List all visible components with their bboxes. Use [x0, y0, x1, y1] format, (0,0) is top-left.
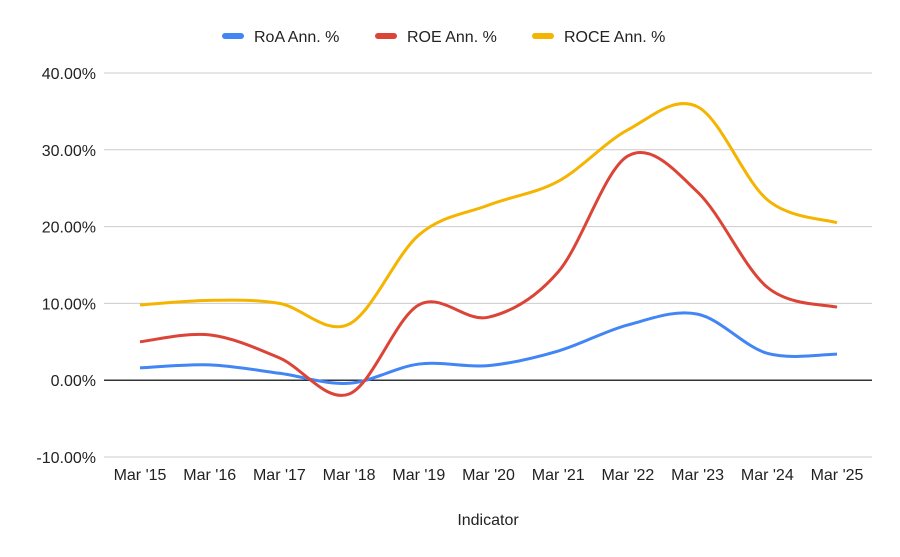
x-tick-label: Mar '19: [392, 467, 445, 484]
y-tick-label: 10.00%: [42, 296, 96, 313]
legend-swatch: [532, 33, 554, 39]
x-tick-label: Mar '17: [253, 467, 306, 484]
x-tick-label: Mar '20: [462, 467, 515, 484]
x-tick-label: Mar '22: [601, 467, 654, 484]
x-tick-label: Mar '24: [741, 467, 794, 484]
x-axis-label: Indicator: [457, 512, 519, 529]
y-tick-label: 0.00%: [51, 373, 96, 390]
x-tick-label: Mar '18: [323, 467, 376, 484]
y-tick-label: 30.00%: [42, 143, 96, 160]
x-tick-label: Mar '21: [532, 467, 585, 484]
legend-label: RoA Ann. %: [254, 29, 339, 46]
legend-swatch: [375, 33, 397, 39]
legend-swatch: [222, 33, 244, 39]
series-line-1: [139, 150, 838, 397]
y-tick-label: 40.00%: [42, 66, 96, 83]
series-line-0: [139, 311, 838, 385]
y-tick-label: -10.00%: [36, 450, 96, 467]
legend-label: ROCE Ann. %: [564, 29, 665, 46]
series-line-2: [139, 102, 838, 329]
legend-label: ROE Ann. %: [407, 29, 497, 46]
x-tick-label: Mar '15: [114, 467, 167, 484]
x-tick-label: Mar '16: [183, 467, 236, 484]
y-tick-label: 20.00%: [42, 220, 96, 237]
x-tick-label: Mar '25: [811, 467, 864, 484]
x-tick-label: Mar '23: [671, 467, 724, 484]
